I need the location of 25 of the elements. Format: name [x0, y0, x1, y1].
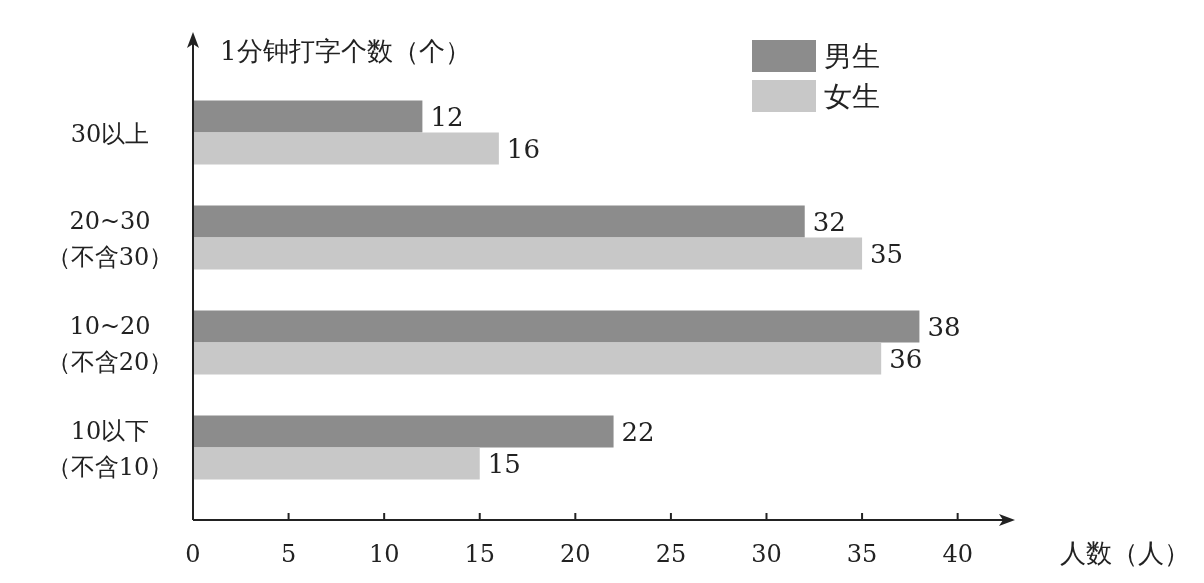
- y-tick-label: 10以下（不含10）: [46, 416, 174, 481]
- data-label: 32: [812, 206, 846, 237]
- y-tick-label: 20~30（不含30）: [46, 206, 174, 271]
- data-label: 35: [870, 238, 904, 269]
- data-label: 15: [487, 448, 521, 479]
- data-label: 16: [506, 133, 540, 164]
- data-label: 38: [927, 311, 961, 342]
- x-tick-label: 10: [368, 540, 400, 568]
- x-tick-label: 30: [751, 540, 782, 568]
- x-tick-label: 15: [464, 540, 496, 568]
- x-tick-label: 35: [846, 540, 878, 568]
- data-label: 36: [889, 343, 923, 374]
- x-tick-label: 25: [655, 540, 687, 568]
- y-axis-title: 1分钟打字个数（个）: [220, 36, 471, 66]
- legend-label: 女生: [824, 80, 880, 113]
- x-tick-label: 0: [185, 540, 201, 568]
- legend-label: 男生: [824, 40, 880, 73]
- x-tick-label: 20: [560, 540, 591, 568]
- x-tick-label: 5: [280, 540, 297, 568]
- x-axis-title: 人数（人）: [1060, 538, 1190, 568]
- data-label: 22: [621, 416, 655, 447]
- x-tick-label: 40: [942, 540, 973, 568]
- data-label: 12: [430, 101, 464, 132]
- y-tick-label: 10~20（不含20）: [46, 311, 174, 376]
- y-tick-label: 30以上: [70, 119, 150, 148]
